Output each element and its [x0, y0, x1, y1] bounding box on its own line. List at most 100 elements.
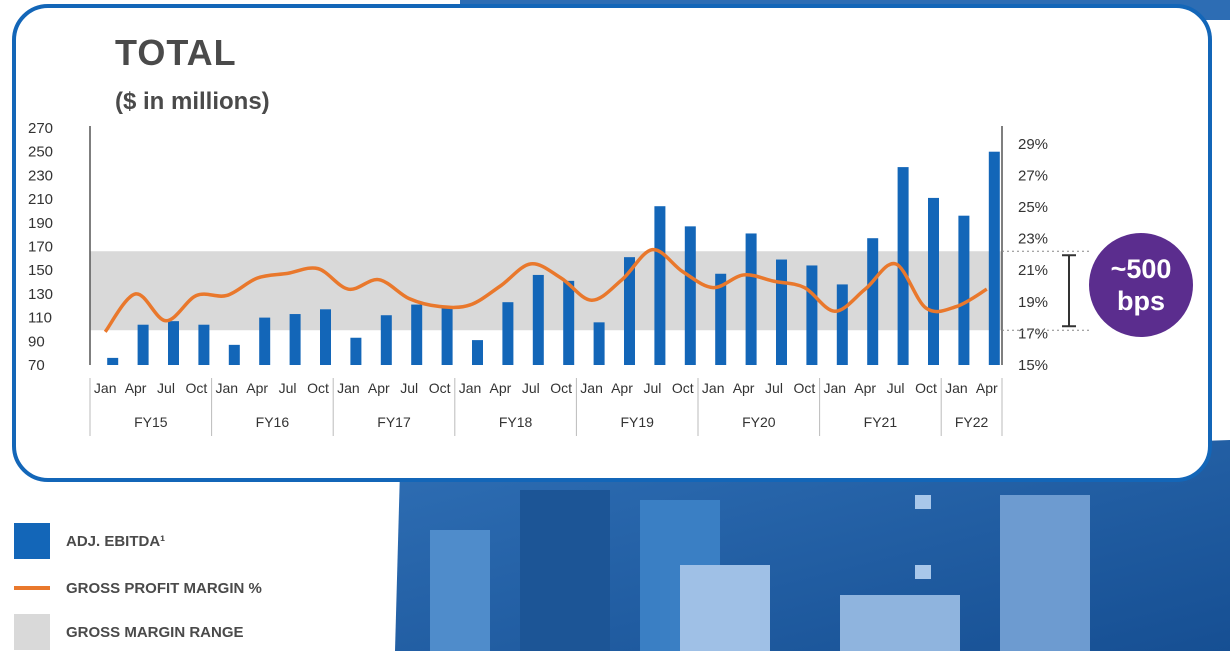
chart-title: TOTAL	[115, 32, 237, 73]
chart-subtitle: ($ in millions)	[115, 88, 270, 115]
left-tick-label: 270	[28, 120, 53, 137]
quarter-tick-label: Jan	[945, 380, 968, 396]
quarter-tick-label: Jan	[580, 380, 603, 396]
gross-profit-margin-line	[103, 247, 988, 333]
right-tick-label: 21%	[1018, 262, 1048, 279]
right-tick-label: 17%	[1018, 325, 1048, 342]
left-tick-label: 70	[28, 357, 45, 374]
ebitda-bar	[472, 340, 483, 365]
ebitda-bar	[137, 324, 149, 365]
ebitda-bar	[228, 344, 240, 365]
quarter-tick-label: Oct	[429, 380, 451, 396]
ebitda-bar	[928, 197, 939, 365]
left-tick-label: 210	[28, 191, 53, 208]
right-tick-label: 25%	[1018, 199, 1048, 216]
quarter-tick-label: Jan	[216, 380, 239, 396]
quarter-tick-label: Jul	[643, 380, 661, 396]
quarter-tick-label: Oct	[186, 380, 208, 396]
right-tick-label: 19%	[1018, 294, 1048, 311]
left-tick-label: 230	[28, 167, 53, 184]
right-tick-label: 27%	[1018, 167, 1048, 184]
quarter-tick-label: Jan	[94, 380, 117, 396]
ebitda-bar	[776, 259, 787, 365]
left-tick-label: 150	[28, 262, 53, 279]
quarter-tick-label: Oct	[307, 380, 329, 396]
fiscal-year-label: FY21	[864, 414, 898, 430]
quarter-tick-label: Jul	[522, 380, 540, 396]
legend-band-swatch	[14, 614, 50, 650]
ebitda-bar	[259, 317, 271, 365]
ebitda-bar	[654, 206, 666, 365]
right-tick-label: 29%	[1018, 136, 1048, 153]
ebitda-bar	[350, 337, 362, 365]
quarter-tick-label: Oct	[550, 380, 572, 396]
ebitda-bar	[320, 309, 331, 365]
ebitda-bar	[745, 233, 757, 365]
legend-item-gross-margin-range: GROSS MARGIN RANGE	[14, 614, 244, 650]
quarter-tick-label: Jan	[337, 380, 360, 396]
ebitda-bar	[380, 315, 392, 365]
ebitda-bar	[168, 321, 179, 365]
ebitda-bar	[958, 215, 970, 365]
left-tick-label: 130	[28, 286, 53, 303]
quarter-tick-label: Apr	[976, 380, 998, 396]
left-tick-label: 90	[28, 333, 45, 350]
quarter-tick-label: Jul	[400, 380, 418, 396]
ebitda-bar	[107, 357, 119, 365]
ebitda-bar	[806, 265, 818, 365]
ebitda-bar	[563, 280, 575, 365]
left-tick-label: 110	[28, 310, 52, 327]
ebitda-bar	[988, 151, 1000, 365]
bps-badge: ~500 bps	[1089, 233, 1193, 337]
quarter-tick-label: Apr	[733, 380, 755, 396]
ebitda-bar	[624, 257, 635, 365]
legend-label-gross-margin-range: GROSS MARGIN RANGE	[66, 623, 244, 641]
ebitda-bar	[897, 167, 909, 365]
quarter-tick-label: Oct	[794, 380, 816, 396]
ebitda-bar	[684, 226, 696, 365]
ebitda-bar	[441, 308, 453, 365]
ebitda-bar	[502, 302, 514, 365]
quarter-tick-label: Apr	[490, 380, 512, 396]
quarter-tick-label: Jul	[279, 380, 297, 396]
fiscal-year-label: FY16	[256, 414, 290, 430]
fiscal-year-label: FY20	[742, 414, 776, 430]
quarter-tick-label: Jul	[157, 380, 175, 396]
ebitda-bar	[836, 284, 848, 365]
quarter-tick-label: Apr	[611, 380, 633, 396]
gross-margin-band	[90, 251, 1002, 331]
quarter-tick-label: Oct	[915, 380, 937, 396]
quarter-tick-label: Jan	[824, 380, 847, 396]
fiscal-year-label: FY19	[620, 414, 654, 430]
quarter-tick-label: Apr	[246, 380, 268, 396]
fiscal-year-label: FY18	[499, 414, 533, 430]
quarter-tick-label: Jan	[459, 380, 482, 396]
right-tick-label: 23%	[1018, 231, 1048, 248]
quarter-tick-label: Jul	[765, 380, 783, 396]
fiscal-year-label: FY17	[377, 414, 411, 430]
quarter-tick-label: Apr	[368, 380, 390, 396]
fiscal-year-label: FY22	[955, 414, 989, 430]
ebitda-bar	[593, 322, 605, 365]
legend-line-swatch	[14, 586, 50, 590]
ebitda-bar	[867, 238, 879, 365]
right-tick-label: 15%	[1018, 357, 1048, 374]
bps-badge-unit: bps	[1116, 286, 1165, 316]
quarter-tick-label: Jul	[887, 380, 905, 396]
left-tick-label: 250	[28, 144, 53, 161]
ebitda-bar	[289, 314, 301, 365]
ebitda-bar	[532, 274, 544, 365]
fiscal-year-label: FY15	[134, 414, 168, 430]
left-tick-label: 170	[28, 239, 53, 256]
bps-badge-value: ~500	[1110, 254, 1172, 284]
legend-label-gross-profit-margin: GROSS PROFIT MARGIN %	[66, 579, 262, 597]
quarter-tick-label: Jan	[702, 380, 725, 396]
quarter-tick-label: Apr	[854, 380, 876, 396]
ebitda-bar	[715, 273, 727, 365]
legend-label-ebitda: ADJ. EBITDA¹	[66, 532, 166, 550]
left-tick-label: 190	[28, 215, 53, 232]
ebitda-bar	[198, 324, 210, 365]
legend-bar-swatch	[14, 523, 50, 559]
